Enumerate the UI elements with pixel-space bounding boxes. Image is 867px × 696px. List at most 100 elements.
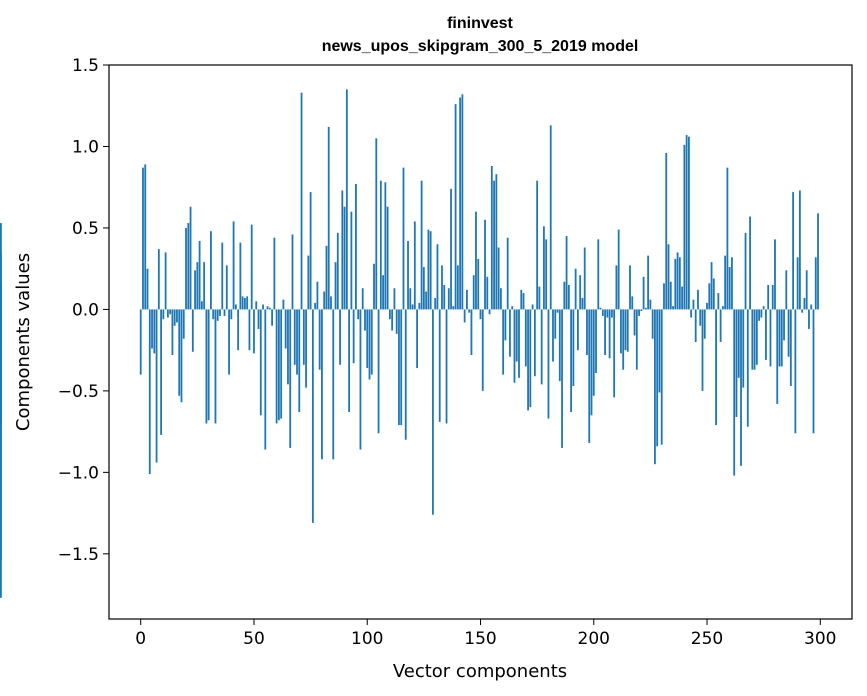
bar [311,309,314,523]
bar [429,231,432,310]
bar [749,216,751,310]
bar [420,180,423,310]
y-axis-label: Components values [13,253,34,431]
bar [185,227,187,310]
bar [774,239,776,310]
bar [758,309,761,321]
bar [565,236,568,310]
bar [223,309,226,316]
bar [454,104,457,310]
bar [164,252,167,310]
bar [796,257,799,310]
bar [386,206,389,310]
bar [180,309,183,403]
bar [259,309,262,416]
bar [726,167,729,310]
bar [146,268,149,310]
bar [212,309,215,320]
bar [479,309,482,320]
bar [742,309,745,388]
bar [334,262,337,310]
bar [314,302,317,310]
bar [509,309,511,357]
bar [461,94,464,310]
x-tick-label: 50 [243,629,265,649]
bar [250,224,253,310]
bar [592,309,595,396]
bar [493,180,495,310]
bar [504,309,507,341]
bar [425,291,428,310]
bar [361,288,364,310]
bar [210,231,212,310]
bar [393,288,396,310]
bar [579,275,582,310]
bar [595,309,597,373]
bar [558,309,561,382]
bar [672,306,674,310]
bar [597,239,600,310]
bar [459,97,462,310]
bar [776,309,779,404]
bar [543,226,545,310]
bar [561,309,563,448]
bar [171,309,174,356]
bar [547,309,550,419]
bar [0,309,2,561]
bar [273,237,276,310]
bar [466,289,468,310]
y-tick-label: −1.0 [58,463,99,483]
bar [194,270,196,310]
bar [703,309,706,339]
bar [373,263,375,310]
bar [751,309,754,370]
bar [590,309,593,416]
bar [436,244,439,310]
bar [475,211,477,310]
bar [307,255,310,310]
bar [348,309,351,413]
bar [601,309,604,316]
bar [228,309,230,375]
bar [817,213,819,310]
bar [241,296,244,310]
y-tick-label: 0.5 [72,219,99,239]
bar [651,309,654,339]
bar [708,283,711,310]
bar [706,302,708,310]
y-axis-ticks: −1.5 −1.0 −0.5 0.0 0.5 1.0 1.5 [58,56,109,565]
bar [588,309,591,444]
bar [515,309,518,362]
bar [721,306,724,310]
bar [531,304,534,310]
y-tick-label: 0.0 [72,300,99,320]
bar [640,309,643,312]
bar [513,309,516,383]
bar [327,126,330,310]
bar [463,309,466,323]
bar [447,288,450,310]
bars-group [0,89,819,598]
bar [744,232,747,310]
bar [511,306,514,310]
bar [182,309,185,339]
bar [760,309,763,318]
bar [486,276,489,310]
bar [676,252,679,310]
bar [155,309,158,463]
bar [305,309,307,388]
bar [583,247,586,310]
bar [733,309,736,476]
bar [400,309,403,426]
bar [581,298,584,310]
bar [771,284,774,310]
bar [563,281,566,310]
bar [0,309,2,342]
bar [275,309,278,424]
bar [144,164,147,310]
bar [604,309,606,356]
bar [302,309,305,365]
bar [484,219,486,310]
bar [234,304,237,310]
bar [506,237,509,310]
